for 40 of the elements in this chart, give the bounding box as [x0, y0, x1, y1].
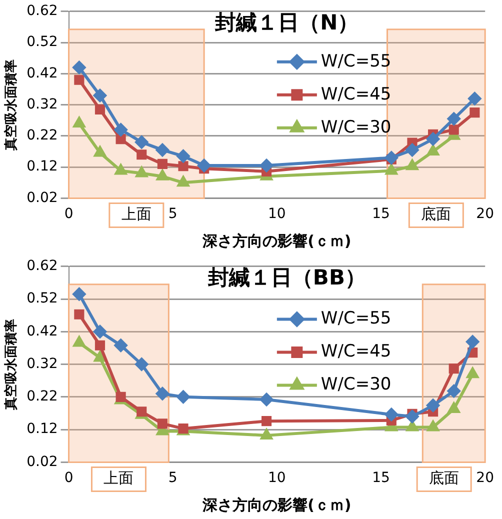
y-tick-label: 0.62 — [26, 3, 58, 20]
legend-label: W/C=30 — [320, 374, 392, 395]
x-axis-title: 深さ方向の影響(ｃｍ) — [202, 232, 352, 250]
x-tick-label: 20 — [476, 206, 494, 222]
band-label: 底面 — [429, 469, 460, 488]
legend-label: W/C=55 — [320, 308, 392, 329]
x-tick-label: 15 — [372, 206, 390, 222]
legend-label: W/C=45 — [320, 84, 392, 104]
y-tick-label: 0.42 — [26, 323, 58, 340]
y-tick-label: 0.32 — [26, 96, 58, 112]
y-tick-label: 0.52 — [26, 34, 58, 50]
chart-title: 封緘１日（BB） — [206, 265, 366, 290]
y-tick-label: 0.02 — [26, 454, 58, 470]
y-axis-title: 真空吸水面積率 — [3, 318, 20, 411]
y-tick-label: 0.42 — [26, 65, 58, 82]
legend-label: W/C=45 — [320, 342, 392, 362]
x-tick-label: 5 — [168, 206, 178, 222]
y-tick-label: 0.02 — [26, 190, 58, 206]
y-tick-label: 0.32 — [26, 356, 58, 372]
legend-label: W/C=30 — [320, 117, 392, 138]
x-tick-label: 0 — [64, 206, 74, 222]
chart-title: 封緘１日（N） — [214, 10, 359, 34]
x-tick-label: 20 — [476, 470, 494, 486]
x-axis-title: 深さ方向の影響(ｃｍ) — [202, 496, 352, 514]
y-tick-label: 0.22 — [26, 388, 58, 405]
legend-label: W/C=55 — [320, 51, 392, 72]
x-tick-label: 0 — [64, 470, 74, 486]
x-tick-label: 10 — [268, 470, 286, 486]
x-tick-label: 10 — [268, 206, 286, 222]
band-label: 底面 — [421, 205, 452, 224]
y-axis-title: 真空吸水面積率 — [3, 59, 20, 152]
y-tick-label: 0.52 — [26, 290, 58, 307]
y-tick-label: 0.12 — [26, 158, 58, 175]
y-tick-label: 0.12 — [26, 421, 58, 438]
x-tick-label: 15 — [372, 470, 390, 486]
band-label: 上面 — [104, 469, 134, 488]
y-tick-label: 0.22 — [26, 128, 58, 144]
y-tick-label: 0.62 — [26, 258, 58, 274]
band-label: 上面 — [121, 205, 152, 224]
x-tick-label: 5 — [168, 470, 178, 486]
